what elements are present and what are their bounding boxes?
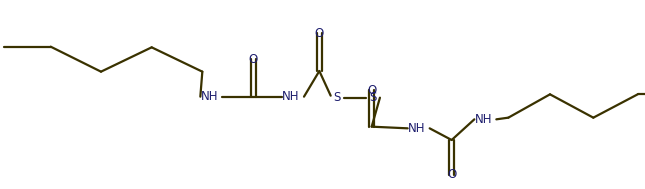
Text: S: S <box>369 91 377 104</box>
Text: NH: NH <box>408 122 426 135</box>
Text: NH: NH <box>283 90 300 103</box>
Text: S: S <box>333 91 341 104</box>
Text: O: O <box>447 169 456 181</box>
Text: O: O <box>249 53 258 66</box>
Text: NH: NH <box>475 113 492 126</box>
Text: NH: NH <box>201 90 218 103</box>
Text: O: O <box>367 84 376 97</box>
Text: O: O <box>315 27 324 40</box>
